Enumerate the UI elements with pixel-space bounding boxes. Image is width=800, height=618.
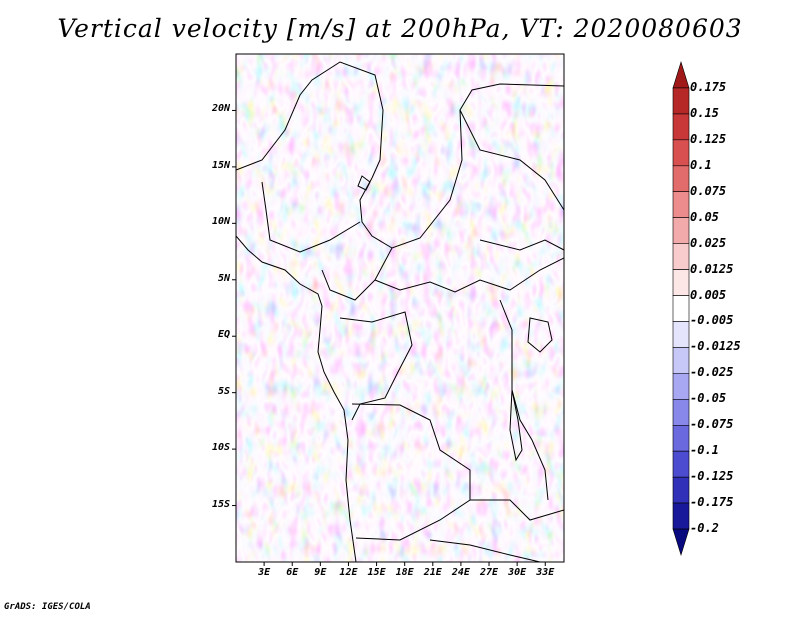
lat-tick-label: 10S [211,442,230,454]
colorbar-label: 0.175 [690,79,727,94]
lon-tick-label: 15E [367,567,386,578]
colorbar-label: -0.05 [690,391,727,406]
border-chad-west [359,83,564,249]
colorbar-label: 0.1 [690,157,712,172]
colorbar [672,60,690,557]
border-sahel-north [236,61,384,179]
map-plot-area [236,54,564,562]
border-drc-east [499,299,549,501]
colorbar-label: -0.0125 [690,339,741,354]
colorbar-label: 0.15 [690,105,719,120]
colorbar-swatch [672,165,690,193]
colorbar-swatch [672,217,690,244]
lake-victoria [527,317,553,353]
colorbar-label: -0.175 [690,495,734,510]
lat-tick-label: 5S [217,385,230,397]
colorbar-label: 0.025 [690,235,727,250]
lon-tick-label: 21E [423,567,442,578]
lat-tick-marks [232,109,236,507]
lon-tick-label: 18E [395,567,414,578]
border-congo-drc [339,311,413,421]
lat-tick-label: 5N [217,272,230,284]
lon-tick-label: 27E [479,567,499,578]
colorbar-label: 0.0125 [690,261,734,276]
velocity-field [236,54,564,562]
colorbar-swatch [672,139,690,167]
colorbar-swatch [672,424,690,452]
border-cameroon [321,247,393,301]
colorbar-swatch [672,295,690,322]
colorbar-swatch [672,502,690,530]
colorbar-label: 0.075 [690,183,727,198]
colorbar-swatch [672,60,690,89]
map-title: Vertical velocity [m/s] at 200hPa, VT: 2… [57,14,743,43]
border-sudan [459,109,564,211]
colorbar-label: -0.005 [690,313,734,328]
lake-tanganyika [509,389,523,462]
colorbar-label: 0.125 [690,131,727,146]
colorbar-swatch [672,321,690,348]
lon-tick-label: 24E [451,567,470,578]
colorbar-swatch [672,269,690,296]
map-frame [235,53,565,563]
country-borders [236,61,564,562]
colorbar-swatch [672,347,690,374]
colorbar-swatch [672,113,690,141]
colorbar-swatch [672,373,690,400]
lon-tick-label: 33E [536,567,555,578]
colorbar-label: -0.2 [690,521,719,536]
lat-tick-label: 20N [211,103,230,115]
colorbar-swatch [672,476,690,504]
colorbar-swatch [672,243,690,270]
credit-footer: GrADS: IGES/COLA [4,602,91,612]
colorbar-swatch [672,191,690,218]
coastline-west-africa [236,235,357,562]
border-southern [429,539,541,562]
border-angola [351,403,471,541]
lake-chad [357,175,371,191]
colorbar-label: 0.005 [690,287,727,302]
border-nigeria [261,181,361,253]
colorbar-label: 0.05 [690,209,719,224]
colorbar-swatch [672,399,690,426]
colorbar-swatch [672,87,690,115]
border-zambia [470,499,564,521]
border-south-sudan [479,239,564,251]
lon-tick-marks [263,562,546,566]
colorbar-swatch [672,528,690,557]
lon-tick-label: 30E [508,567,527,578]
colorbar-label: -0.1 [690,443,719,458]
border-car [374,257,564,293]
lat-tick-label: 15S [211,498,230,510]
colorbar-label: -0.125 [690,469,734,484]
lon-tick-label: 12E [339,567,358,578]
colorbar-swatch [672,450,690,478]
colorbar-label: -0.075 [690,417,734,432]
lon-tick-label: 6E [286,567,299,578]
colorbar-label: -0.025 [690,365,734,380]
lon-tick-label: 3E [258,567,271,578]
lat-tick-label: EQ [217,329,230,341]
lon-tick-label: 9E [314,567,327,578]
lat-tick-label: 10N [211,216,230,228]
lat-tick-label: 15N [211,159,230,171]
